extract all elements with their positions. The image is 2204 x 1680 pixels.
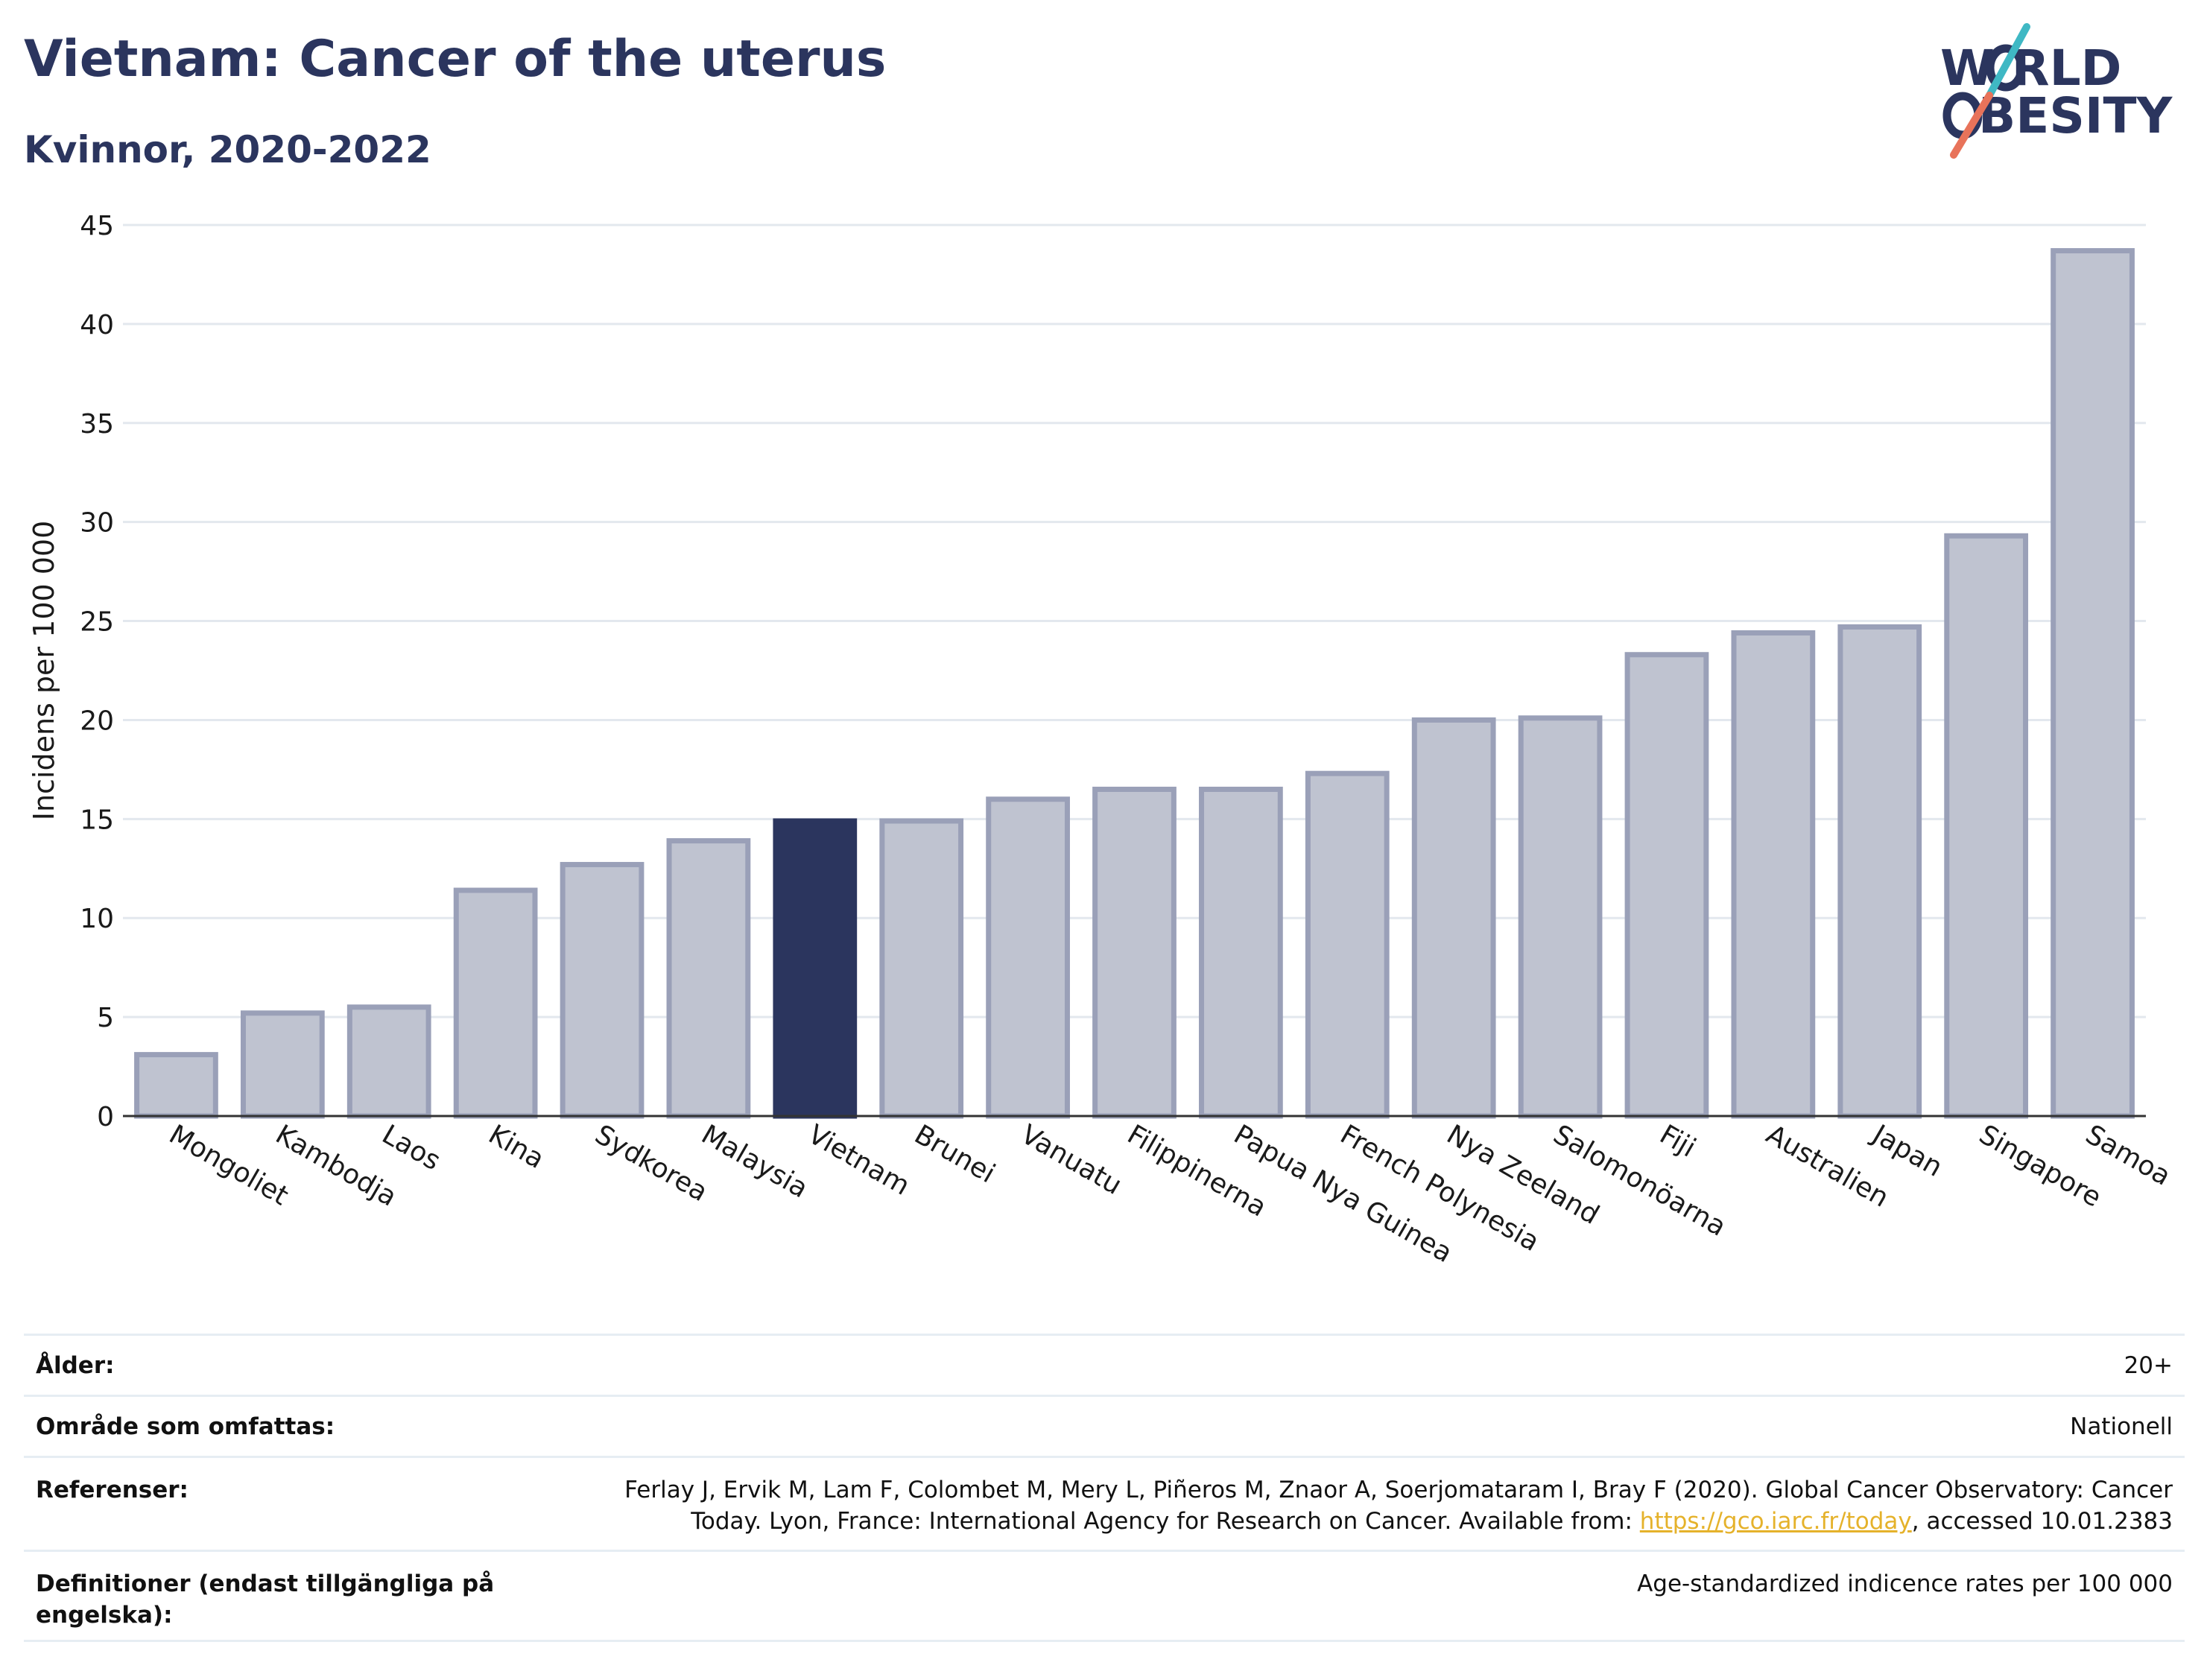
bar-samoa [2051,248,2135,1119]
coverage-value: Nationell [2070,1413,2173,1440]
coverage-label: Område som omfattas: [36,1413,335,1440]
y-axis-label: Incidens per 100 000 [28,521,60,821]
definitions-value: Age-standardized indicence rates per 100… [1637,1570,2173,1597]
x-tick-label: Kina [484,1119,549,1175]
references-value: Ferlay J, Ervik M, Lam F, Colombet M, Me… [624,1474,2173,1537]
y-tick-label: 10 [80,904,114,934]
bar-fiji [1624,652,1709,1119]
bar-vanuatu [986,796,1070,1119]
bar-vietnam [773,818,858,1119]
bar-japan [1837,624,1922,1119]
definitions-label: Definitioner (endast tillgängliga på eng… [36,1568,494,1631]
logo-o-upper [1986,44,2026,92]
references-text-line2-end: , accessed 10.01.2383 [1911,1508,2173,1535]
world-obesity-logo: W RLD BESITY [1940,23,2173,159]
bar-singapore [1944,533,2029,1119]
bar-kina [453,887,538,1119]
bar-papua-nya-guinea [1199,786,1283,1119]
bar-australien [1731,630,1816,1119]
references-label: Referenser: [36,1477,189,1503]
bar-laos [346,1004,431,1119]
y-tick-label: 45 [80,211,114,241]
bar-kambodja [240,1010,325,1119]
y-tick-label: 40 [80,310,114,340]
bar-nya-zeeland [1411,717,1496,1119]
x-tick-label: Fiji [1654,1119,1700,1164]
x-tick-label: Vanuatu [1016,1119,1127,1201]
bar-french-polynesia [1305,770,1390,1119]
bar-chart: 0 5 10 15 20 25 30 35 40 45 MongolietKambodjaLaos… [28,211,2176,1269]
x-tick-label: Singapore [1974,1119,2106,1213]
info-row-coverage: Område som omfattas: Nationell [24,1395,2185,1456]
definitions-label-line2: engelska): [36,1602,173,1629]
bars [123,248,2146,1119]
logo-line-2: BESITY [1978,87,2173,145]
bar-filippinerna [1092,786,1177,1119]
x-tick-label: Kambodja [270,1119,402,1212]
info-row-age: Ålder: 20+ [24,1334,2185,1395]
x-tick-label: Vietnam [802,1119,914,1202]
y-tick-label: 0 [97,1102,114,1132]
y-tick-label: 20 [80,706,114,736]
chart-subtitle: Kvinnor, 2020-2022 [24,128,431,171]
x-tick-label: Mongoliet [164,1119,294,1211]
x-tick-label: Malaysia [696,1119,813,1204]
x-tick-label: Sydkorea [590,1119,713,1208]
info-row-references: Referenser: Ferlay J, Ervik M, Lam F, Co… [24,1456,2185,1550]
info-table: Ålder: 20+ Område som omfattas: Nationel… [24,1334,2185,1642]
age-value: 20+ [2124,1351,2173,1379]
x-tick-label: Salomonöarna [1548,1119,1732,1242]
y-tick-label: 35 [80,409,114,440]
info-row-definitions: Definitioner (endast tillgängliga på eng… [24,1550,2185,1642]
logo-slash-coral [1950,92,1993,159]
x-tick-label: Laos [377,1119,446,1176]
y-tick-labels: 0 5 10 15 20 25 30 35 40 45 [80,211,114,1132]
bar-sydkorea [560,861,645,1119]
references-text-line1: Ferlay J, Ervik M, Lam F, Colombet M, Me… [624,1477,2173,1503]
logo-line-1: W RLD [1940,39,2121,97]
bar-mongoliet [134,1052,218,1119]
chart-title: Vietnam: Cancer of the uterus [24,30,887,89]
references-text-line2: Today. Lyon, France: International Agenc… [691,1508,1640,1535]
age-label: Ålder: [36,1351,115,1379]
x-tick-label: Japan [1866,1118,1948,1183]
definitions-label-line1: Definitioner (endast tillgängliga på [36,1570,495,1597]
bar-salomon-arna [1518,715,1603,1119]
x-tick-label: Brunei [909,1119,1000,1189]
y-tick-label: 5 [97,1003,114,1033]
bar-malaysia [666,838,751,1119]
y-tick-label: 15 [80,805,114,835]
bar-brunei [879,818,964,1119]
y-tick-label: 25 [80,607,114,638]
y-tick-label: 30 [80,508,114,539]
logo-slash-teal [1986,23,2030,99]
references-link[interactable]: https://gco.iarc.fr/today [1639,1508,1912,1535]
